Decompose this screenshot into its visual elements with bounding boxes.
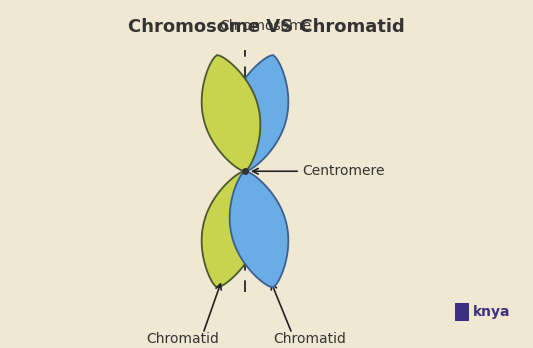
- Bar: [455, 303, 469, 321]
- Text: Chromosome VS Chromatid: Chromosome VS Chromatid: [127, 18, 405, 36]
- Text: Chromatid: Chromatid: [147, 332, 220, 346]
- Polygon shape: [230, 55, 288, 171]
- Text: Centromere: Centromere: [302, 164, 384, 178]
- Text: Chromosome: Chromosome: [219, 19, 311, 33]
- Polygon shape: [201, 55, 260, 171]
- Polygon shape: [201, 171, 260, 287]
- Text: knya: knya: [473, 305, 511, 319]
- Text: Chromatid: Chromatid: [273, 332, 346, 346]
- Polygon shape: [230, 171, 288, 287]
